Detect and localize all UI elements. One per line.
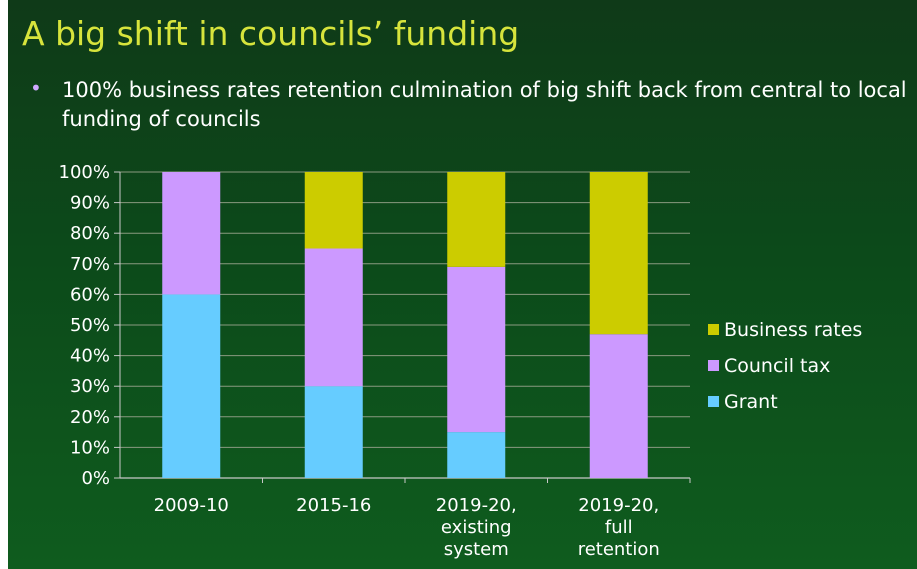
y-tick-label: 30% bbox=[70, 376, 110, 397]
bar-segment-grant bbox=[162, 294, 221, 478]
bar-segment-grant bbox=[304, 386, 363, 478]
y-tick-label: 20% bbox=[70, 407, 110, 428]
bar-segment-council-tax bbox=[162, 172, 221, 295]
y-tick-label: 80% bbox=[70, 223, 110, 244]
x-category-label: 2015-16 bbox=[296, 495, 371, 516]
bar-segment-business-rates bbox=[304, 172, 363, 249]
x-category-label: 2019-20, full retention bbox=[578, 495, 660, 560]
x-category-label: 2009-10 bbox=[154, 495, 229, 516]
slide: A big shift in councils’ funding • 100% … bbox=[8, 0, 917, 569]
legend-label: Council tax bbox=[724, 355, 830, 377]
y-tick-label: 10% bbox=[70, 437, 110, 458]
bullet-text: 100% business rates retention culminatio… bbox=[62, 78, 907, 131]
y-tick-label: 90% bbox=[70, 193, 110, 214]
x-category-label: 2019-20, existing system bbox=[436, 495, 517, 560]
legend-label: Business rates bbox=[724, 319, 862, 341]
legend-swatch bbox=[708, 324, 719, 335]
bar-segment-council-tax bbox=[447, 266, 506, 433]
y-tick-label: 60% bbox=[70, 284, 110, 305]
y-tick-label: 0% bbox=[81, 468, 110, 489]
bar-segment-business-rates bbox=[447, 172, 506, 267]
y-tick-label: 50% bbox=[70, 315, 110, 336]
legend-swatch bbox=[708, 396, 719, 407]
legend-label: Grant bbox=[724, 391, 778, 413]
bar-segment-council-tax bbox=[304, 248, 363, 387]
stacked-bar-chart: 0% 10% 20% 30% 40% 50% 60% 70% 80% 90% 100% 2009-10… bbox=[59, 162, 863, 560]
bar-segment-council-tax bbox=[589, 334, 648, 478]
y-tick-label: 70% bbox=[70, 254, 110, 275]
bar-segment-grant bbox=[447, 432, 506, 478]
slide-title: A big shift in councils’ funding bbox=[22, 14, 520, 53]
bar-segment-business-rates bbox=[589, 172, 648, 335]
legend-swatch bbox=[708, 360, 719, 371]
bullet-dot-icon: • bbox=[30, 76, 42, 100]
y-tick-label: 40% bbox=[70, 346, 110, 367]
y-tick-label: 100% bbox=[59, 162, 110, 183]
